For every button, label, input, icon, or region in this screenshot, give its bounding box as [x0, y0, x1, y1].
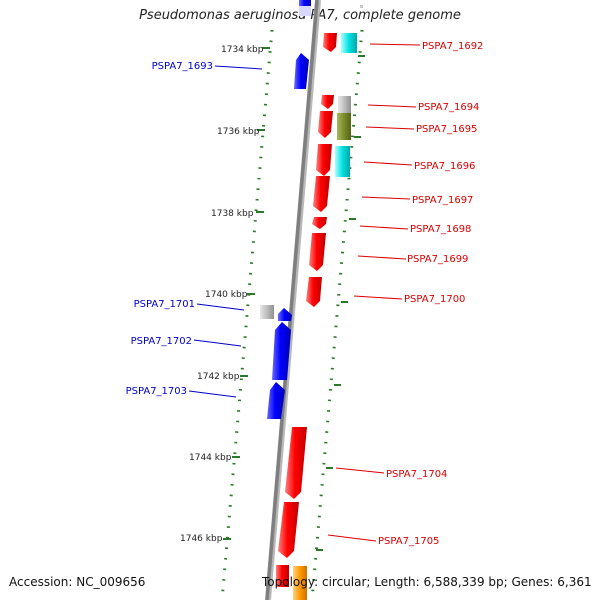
gene-arrow-partial-shade: [299, 6, 311, 16]
gene-arrow-PSPA7_1702: [272, 322, 291, 380]
leader-line: [327, 534, 377, 542]
gene-arrow-PSPA7_1693: [294, 53, 309, 89]
genome-summary-text: Topology: circular; Length: 6,588,339 bp…: [262, 575, 592, 589]
leader-line: [361, 196, 411, 200]
kbp-tick-label: 1740 kbp: [205, 290, 248, 300]
gene-label-PSPA7_1700: PSPA7_1700: [404, 294, 465, 305]
leader-line: [193, 339, 242, 347]
gene-box-olive: [337, 113, 351, 140]
gene-arrow-PSPA7_1701: [260, 305, 274, 319]
kbp-tick-label: 1738 kbp: [211, 209, 254, 219]
leader-line: [367, 104, 417, 108]
leader-line: [357, 255, 407, 260]
gene-arrow-PSPA7_1692: [323, 33, 337, 52]
leader-line: [359, 225, 409, 230]
gene-arrow-PSPA7_1699: [309, 233, 326, 271]
gene-arrow-PSPA7_1704: [285, 427, 307, 499]
kbp-tick-label: 1734 kbp: [221, 45, 264, 55]
gene-label-PSPA7_1692: PSPA7_1692: [422, 41, 483, 52]
gene-label-PSPA7_1694: PSPA7_1694: [418, 102, 479, 113]
label-leaders: [188, 43, 421, 542]
gene-arrow-PSPA7_1698: [312, 217, 327, 229]
gene-box-orange: [293, 566, 307, 600]
gene-label-PSPA7_1696: PSPA7_1696: [414, 161, 475, 172]
kbp-tick-label: 1746 kbp: [180, 534, 223, 544]
gene-box-gray: [338, 96, 351, 113]
gene-label-PSPA7_1704: PSPA7_1704: [386, 469, 447, 480]
gene-box-gray-small: [360, 5, 363, 8]
leader-line: [365, 126, 415, 130]
gene-label-PSPA7_1698: PSPA7_1698: [410, 224, 471, 235]
gene-label-PSPA7_1701: PSPA7_1701: [134, 299, 195, 310]
gene-label-PSPA7_1702: PSPA7_1702: [131, 336, 192, 347]
gene-arrow-PSPA7_1705: [278, 502, 299, 558]
gene-arrow-head-blue: [278, 308, 292, 321]
gene-arrow-PSPA7_1703: [267, 382, 285, 419]
gene-arrow-PSPA7_1700: [306, 277, 322, 307]
leader-line: [363, 161, 413, 166]
gene-label-PSPA7_1693: PSPA7_1693: [152, 61, 213, 72]
gene-box-cyan-2: [335, 146, 350, 177]
leader-line: [353, 295, 403, 300]
gene-labels-left: PSPA7_1693 PSPA7_1701 PSPA7_1702 PSPA7_1…: [126, 61, 213, 397]
genome-backbone: [265, 0, 321, 600]
leader-line: [369, 43, 421, 46]
leader-line: [335, 467, 385, 474]
gene-label-PSPA7_1703: PSPA7_1703: [126, 386, 187, 397]
gene-box-cyan: [341, 33, 357, 53]
backbone-line: [265, 0, 319, 600]
gene-label-PSPA7_1699: PSPA7_1699: [407, 254, 468, 265]
leader-line: [214, 65, 263, 70]
gene-arrow-partial-bottom: [276, 565, 289, 587]
gene-labels-right: PSPA7_1692 PSPA7_1694 PSPA7_1695 PSPA7_1…: [378, 41, 483, 547]
gene-features: [260, 0, 363, 600]
leader-line: [188, 390, 237, 398]
kbp-tick-label: 1744 kbp: [189, 453, 232, 463]
gene-label-PSPA7_1697: PSPA7_1697: [412, 195, 473, 206]
gene-arrow-PSPA7_1696: [316, 144, 332, 176]
gene-arrow-partial: [299, 0, 311, 6]
kbp-tick-label: 1742 kbp: [197, 372, 240, 382]
kbp-tick-label: 1736 kbp: [217, 127, 260, 137]
gene-label-PSPA7_1695: PSPA7_1695: [416, 124, 477, 135]
gene-arrow-PSPA7_1697: [313, 176, 330, 212]
accession-text: Accession: NC_009656: [9, 575, 146, 589]
gene-arrow-PSPA7_1695: [318, 111, 333, 138]
kbp-scale: 1734 kbp 1736 kbp 1738 kbp 1740 kbp 1742…: [180, 45, 365, 551]
gene-label-PSPA7_1705: PSPA7_1705: [378, 536, 439, 547]
gene-arrow-PSPA7_1694: [321, 95, 334, 109]
leader-line: [196, 303, 245, 311]
